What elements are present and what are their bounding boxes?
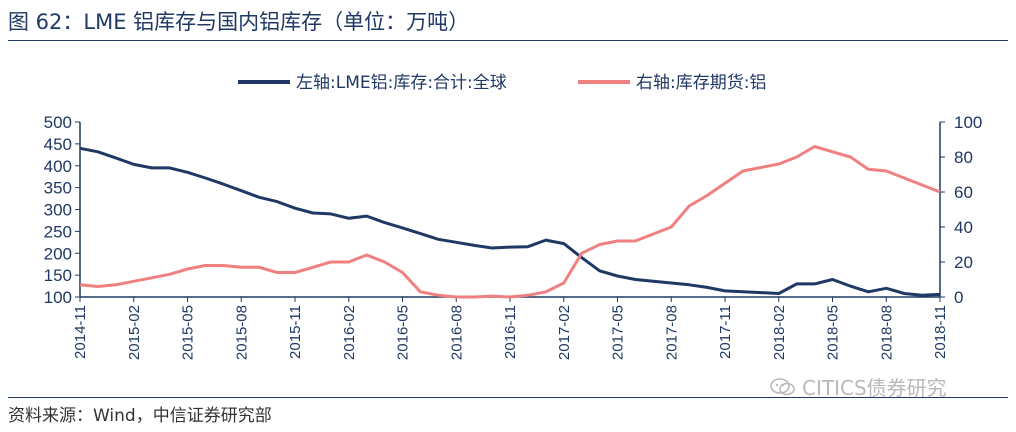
chart-title: 图 62：LME 铝库存与国内铝库存（单位：万吨） [8, 10, 470, 34]
series-lines [79, 145, 941, 299]
right-tick-label: 60 [954, 183, 973, 202]
left-tick-label: 450 [44, 135, 72, 154]
x-tick-label: 2018-05 [825, 305, 842, 360]
series-futures-line [79, 145, 941, 299]
watermark-text: CITICS债券研究 [802, 376, 947, 400]
x-tick-label: 2017-11 [717, 305, 734, 359]
right-tick-label: 100 [954, 113, 982, 132]
left-tick-label: 400 [44, 157, 72, 176]
legend: 左轴:LME铝:库存:合计:全球 右轴:库存期货:铝 [238, 73, 766, 93]
x-tick-label: 2016-05 [395, 305, 412, 360]
x-tick-label: 2015-08 [233, 305, 250, 360]
x-tick-label: 2015-11 [287, 305, 304, 359]
x-tick-label: 2017-02 [556, 305, 573, 360]
right-tick-label: 0 [954, 288, 963, 307]
watermark: CITICS债券研究 [770, 372, 947, 401]
x-tick-label: 2017-08 [663, 305, 680, 360]
left-tick-label: 200 [44, 244, 72, 263]
x-tick-label: 2016-02 [341, 305, 358, 360]
x-tick-label: 2015-02 [126, 305, 143, 360]
left-tick-label: 300 [44, 201, 72, 220]
legend-futures-label: 右轴:库存期货:铝 [636, 73, 766, 93]
left-tick-label: 250 [44, 222, 72, 241]
left-tick-label: 500 [44, 113, 72, 132]
x-tick-label: 2015-05 [180, 305, 197, 360]
x-tick-label: 2017-05 [610, 305, 627, 360]
left-tick-label: 150 [44, 266, 72, 285]
title-rule [8, 40, 1008, 41]
series-lme-line [79, 146, 941, 297]
right-tick-label: 20 [954, 253, 973, 272]
x-tick-label: 2014-11 [72, 305, 89, 359]
x-tick-label: 2018-11 [932, 305, 949, 359]
right-tick-label: 80 [954, 148, 973, 167]
x-tick-label: 2016-11 [502, 305, 519, 359]
x-tick-label: 2018-02 [771, 305, 788, 360]
source-note: 资料来源：Wind，中信证券研究部 [8, 406, 272, 426]
axes: 1001502002503003504004505000204060801002… [44, 113, 983, 360]
footer-rule [8, 397, 1008, 398]
right-tick-label: 40 [954, 218, 973, 237]
left-tick-label: 100 [44, 288, 72, 307]
wechat-icon [770, 377, 795, 395]
legend-lme-label: 左轴:LME铝:库存:合计:全球 [296, 73, 507, 93]
x-tick-label: 2016-08 [448, 305, 465, 360]
x-tick-label: 2018-08 [878, 305, 895, 360]
left-tick-label: 350 [44, 179, 72, 198]
